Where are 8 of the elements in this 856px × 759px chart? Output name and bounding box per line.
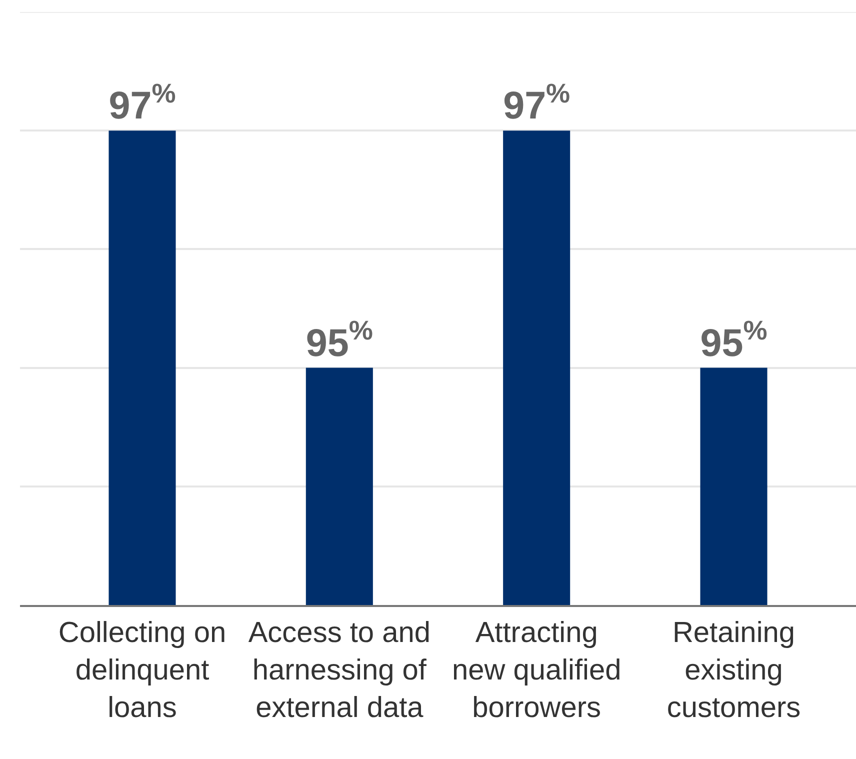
x-tick-label: Attracting new qualified borrowers: [452, 616, 622, 724]
data-label: 95$^{%}$: [306, 316, 373, 365]
data-label: 95$^{%}$: [700, 316, 768, 365]
data-label: 97$^{%}$: [503, 78, 570, 128]
x-tick-label: Retaining existing customers: [666, 616, 801, 724]
x-tick-label: Access to and harnessing of external data: [248, 616, 430, 724]
data-label: 97$^{%}$: [108, 78, 176, 128]
x-tick-label: Collecting on delinquent loans: [58, 616, 226, 724]
